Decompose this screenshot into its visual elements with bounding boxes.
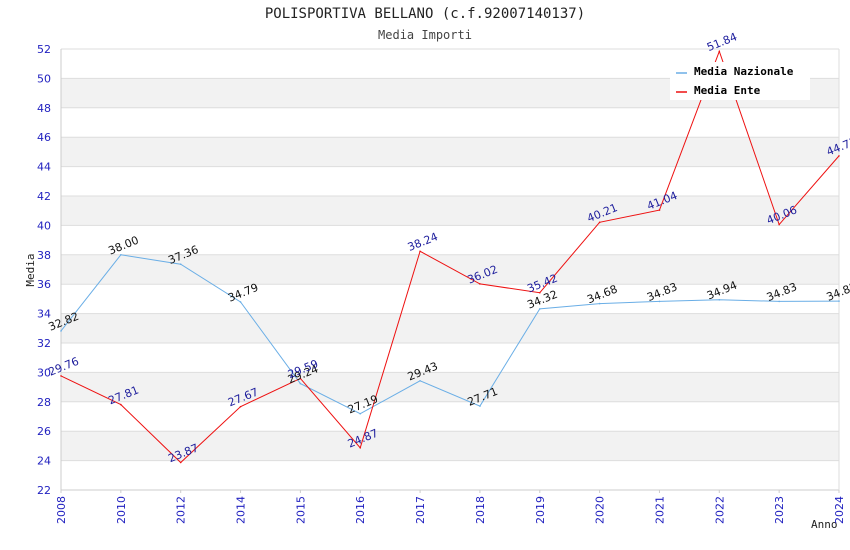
data-point-media-ente: [479, 283, 481, 285]
x-tick-label: 2015: [294, 496, 307, 524]
grid-band: [61, 372, 839, 402]
data-point-media-nazionale: [658, 300, 661, 303]
data-label-media-ente: 51.84: [705, 30, 739, 54]
data-point-media-ente: [838, 155, 840, 157]
legend-label-media-nazionale: Media Nazionale: [694, 65, 794, 78]
grid-band: [61, 431, 839, 461]
data-point-media-nazionale: [538, 308, 541, 310]
x-tick-label: 2022: [713, 496, 726, 524]
y-tick-label: 30: [37, 366, 51, 379]
data-point-media-ente: [778, 223, 780, 226]
y-tick-label: 32: [37, 337, 51, 350]
data-label-media-nazionale: 38.00: [106, 234, 140, 258]
data-point-media-nazionale: [778, 300, 780, 303]
x-tick-label: 2014: [235, 496, 248, 524]
y-tick-label: 28: [37, 396, 51, 409]
y-tick-label: 34: [37, 308, 51, 321]
x-tick-label: 2012: [175, 496, 188, 524]
grid-band: [61, 196, 839, 226]
y-tick-label: 42: [37, 190, 51, 203]
y-tick-label: 44: [37, 161, 51, 174]
grid-bands: [61, 78, 839, 461]
legend-label-media-ente: Media Ente: [694, 84, 761, 97]
data-point-media-nazionale: [179, 263, 182, 266]
x-tick-label: 2008: [55, 496, 68, 524]
grid-band: [61, 254, 839, 285]
data-point-media-ente: [179, 461, 182, 464]
x-axis-label: Anno: [811, 518, 838, 531]
data-point-media-ente: [60, 375, 62, 377]
x-tick-label: 2020: [594, 496, 607, 524]
data-point-media-ente: [120, 403, 122, 406]
y-tick-label: 40: [37, 219, 51, 232]
y-tick-label: 36: [37, 278, 51, 291]
data-point-media-ente: [538, 291, 541, 294]
data-point-media-nazionale: [838, 300, 840, 302]
x-tick-label: 2024: [833, 496, 846, 524]
chart-title: POLISPORTIVA BELLANO (c.f.92007140137): [265, 6, 585, 22]
y-tick-labels: 22 24 26 28 30 32 34 36 38 40 42 44 46 48 50 52: [37, 43, 51, 497]
x-tick-label: 2018: [474, 496, 487, 524]
data-point-media-nazionale: [479, 405, 481, 407]
y-tick-label: 22: [37, 484, 51, 497]
data-point-media-nazionale: [60, 330, 62, 332]
data-label-media-ente: 38.24: [406, 230, 440, 254]
data-point-media-nazionale: [598, 302, 601, 305]
y-tick-label: 38: [37, 249, 51, 262]
y-tick-label: 24: [37, 455, 51, 468]
y-tick-label: 50: [37, 72, 51, 85]
data-point-media-ente: [718, 50, 721, 53]
legend: Media Nazionale Media Ente: [670, 62, 810, 100]
series-line-media-nazionale: [60, 254, 840, 415]
data-point-media-nazionale: [419, 379, 421, 382]
x-tick-label: 2023: [773, 496, 786, 524]
y-axis-label: Media: [24, 253, 37, 286]
y-tick-label: 26: [37, 425, 51, 438]
data-point-media-ente: [239, 405, 242, 408]
x-tick-label: 2010: [115, 496, 128, 524]
grid-band: [61, 313, 839, 343]
x-tick-label: 2017: [414, 496, 427, 524]
data-point-media-nazionale: [239, 301, 242, 303]
data-point-media-nazionale: [718, 298, 721, 301]
chart-subtitle: Media Importi: [378, 28, 472, 42]
data-point-media-nazionale: [299, 382, 302, 385]
data-point-media-nazionale: [359, 412, 362, 415]
data-point-media-ente: [419, 250, 421, 253]
x-tick-label: 2019: [534, 496, 547, 524]
legend-box: [670, 62, 810, 100]
data-point-media-ente: [598, 221, 601, 224]
y-tick-label: 46: [37, 131, 51, 144]
x-tick-label: 2021: [653, 496, 666, 524]
data-point-media-ente: [359, 447, 362, 449]
y-tick-label: 52: [37, 43, 51, 56]
axes: [60, 49, 840, 493]
y-tick-label: 48: [37, 102, 51, 115]
data-point-media-ente: [299, 377, 302, 380]
grid-lines: [61, 48, 839, 491]
x-tick-labels: 2008 2010 2012 2014 2015 2016 2017 2018 2019 2020…: [55, 496, 846, 524]
grid-band: [61, 137, 839, 167]
x-tick-label: 2016: [354, 496, 367, 524]
data-point-media-ente: [658, 209, 661, 211]
data-point-media-nazionale: [120, 254, 122, 256]
